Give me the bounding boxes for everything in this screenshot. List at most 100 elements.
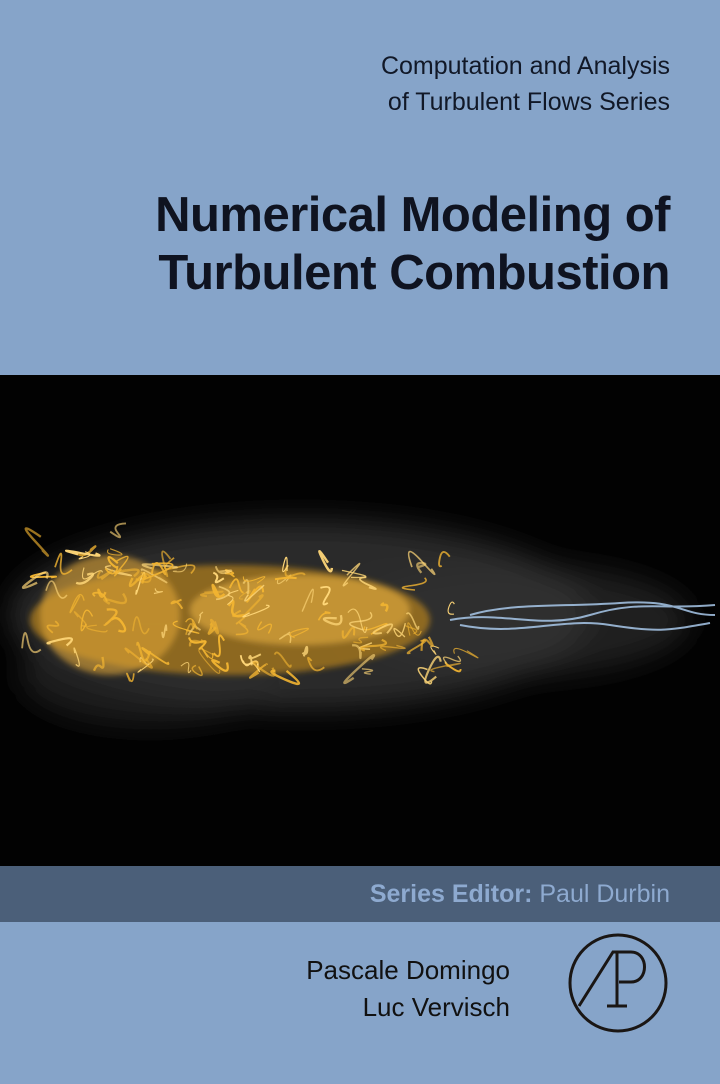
flame-wisp	[170, 598, 184, 610]
flame-wisps	[21, 522, 479, 686]
flame-wisp	[45, 580, 68, 599]
series-editor-name: Paul Durbin	[539, 880, 670, 908]
flame-wisp	[197, 611, 204, 624]
flame-wisp	[289, 627, 309, 639]
flame-wisp	[424, 655, 442, 684]
flame-wisp	[216, 585, 231, 601]
series-line-2: of Turbulent Flows Series	[387, 88, 670, 116]
flame-wisp	[135, 571, 152, 584]
flame-wisp	[317, 610, 331, 621]
flame-wisp	[109, 522, 127, 539]
flame-wisp	[447, 601, 455, 615]
flame-wisp	[64, 549, 101, 557]
flame-wisp	[274, 576, 297, 581]
flame-wisp	[227, 599, 245, 618]
flame-wisp	[104, 565, 132, 577]
series-line-1: Computation and Analysis	[380, 52, 670, 80]
flame-wisp	[226, 589, 239, 606]
flame-wisp	[137, 658, 154, 673]
flame-wisp	[106, 548, 123, 556]
flame-wisp	[96, 569, 114, 581]
flame-wisp	[136, 641, 152, 662]
flame-wisp	[322, 614, 343, 626]
flame-wisp	[22, 571, 49, 590]
flame-wisp	[191, 664, 203, 677]
flame-wisp	[252, 660, 276, 677]
flame-wisp	[29, 571, 58, 579]
flame-wisp	[54, 552, 73, 575]
series-editor-label: Series Editor:	[369, 880, 533, 908]
flame-wisp	[211, 583, 226, 598]
flame-wisp	[111, 616, 127, 633]
flame-wisp	[69, 593, 85, 614]
flame-simulation-image	[10, 520, 716, 725]
flame-wisp	[351, 644, 362, 660]
flame-wisp	[401, 577, 427, 591]
flame-wisp	[172, 563, 188, 573]
flame-wisp	[279, 631, 292, 644]
flame-wisp	[141, 563, 178, 570]
flame-wisp	[359, 576, 377, 590]
flame-wisp	[73, 647, 80, 667]
flame-wisp	[21, 632, 42, 654]
flame-wisp	[228, 578, 244, 594]
flame-wisp	[393, 623, 406, 638]
flame-wisp	[242, 604, 270, 618]
flame-wisp	[416, 561, 427, 574]
flame-wisp	[92, 656, 105, 672]
flame-wisp	[103, 592, 128, 605]
flame-wisp	[343, 653, 376, 685]
flame-wisp	[107, 555, 119, 569]
flame-wisp	[242, 576, 266, 584]
flame-wisp	[81, 567, 103, 580]
flame-wisp	[244, 594, 264, 616]
flame-wisp	[46, 637, 74, 647]
flame-wisp	[417, 667, 433, 685]
authors: Pascale Domingo Luc Vervisch	[294, 952, 510, 1026]
flame-wisp	[270, 669, 301, 686]
flame-wisp	[119, 568, 140, 578]
flame-wisp	[209, 618, 220, 635]
author-1: Pascale Domingo	[306, 955, 510, 985]
flame-wisp	[282, 556, 289, 573]
flame-wisp	[420, 636, 434, 651]
flame-wisp	[199, 590, 224, 598]
flame-wisp	[320, 585, 331, 606]
flame-wisp	[200, 646, 214, 660]
flame-wisp	[238, 590, 251, 600]
flame-wisp	[132, 616, 150, 635]
flame-wisp	[442, 655, 462, 664]
flame-wisp	[407, 550, 436, 576]
flame-wisp	[257, 621, 273, 634]
author-2: Luc Vervisch	[362, 992, 510, 1022]
flame-wisp	[349, 611, 373, 631]
flame-wisp	[248, 653, 262, 666]
flame-wisp	[342, 562, 361, 587]
flame-wisp	[273, 651, 292, 668]
flame-wisp	[307, 656, 325, 672]
flame-wisp	[207, 622, 217, 635]
cover-image	[0, 375, 720, 866]
book-title: Numerical Modeling of Turbulent Combusti…	[155, 186, 670, 302]
flame-wisp	[301, 588, 314, 612]
flame-wisp	[126, 672, 135, 683]
flame-wisp	[161, 624, 168, 639]
flame-wisp	[212, 634, 225, 658]
flame-wisp	[78, 551, 91, 560]
flame-wisp	[140, 568, 168, 584]
publisher-logo-icon	[568, 933, 668, 1033]
flame-wisp	[73, 611, 88, 628]
cold-jet	[449, 601, 716, 631]
flame-wisp	[361, 668, 374, 675]
flame-wisp	[347, 608, 368, 634]
flame-wisp	[92, 591, 108, 602]
flame-wisp	[80, 609, 94, 632]
flame-wisp	[86, 624, 108, 633]
flame-wisp	[235, 622, 249, 636]
flame-wisp	[77, 545, 97, 557]
flame-wisp	[75, 572, 95, 585]
flame-wisp	[153, 588, 163, 595]
series-editor: Series Editor: Paul Durbin	[370, 880, 670, 909]
flame-wisp	[249, 663, 268, 679]
flame-wisp	[185, 618, 198, 630]
